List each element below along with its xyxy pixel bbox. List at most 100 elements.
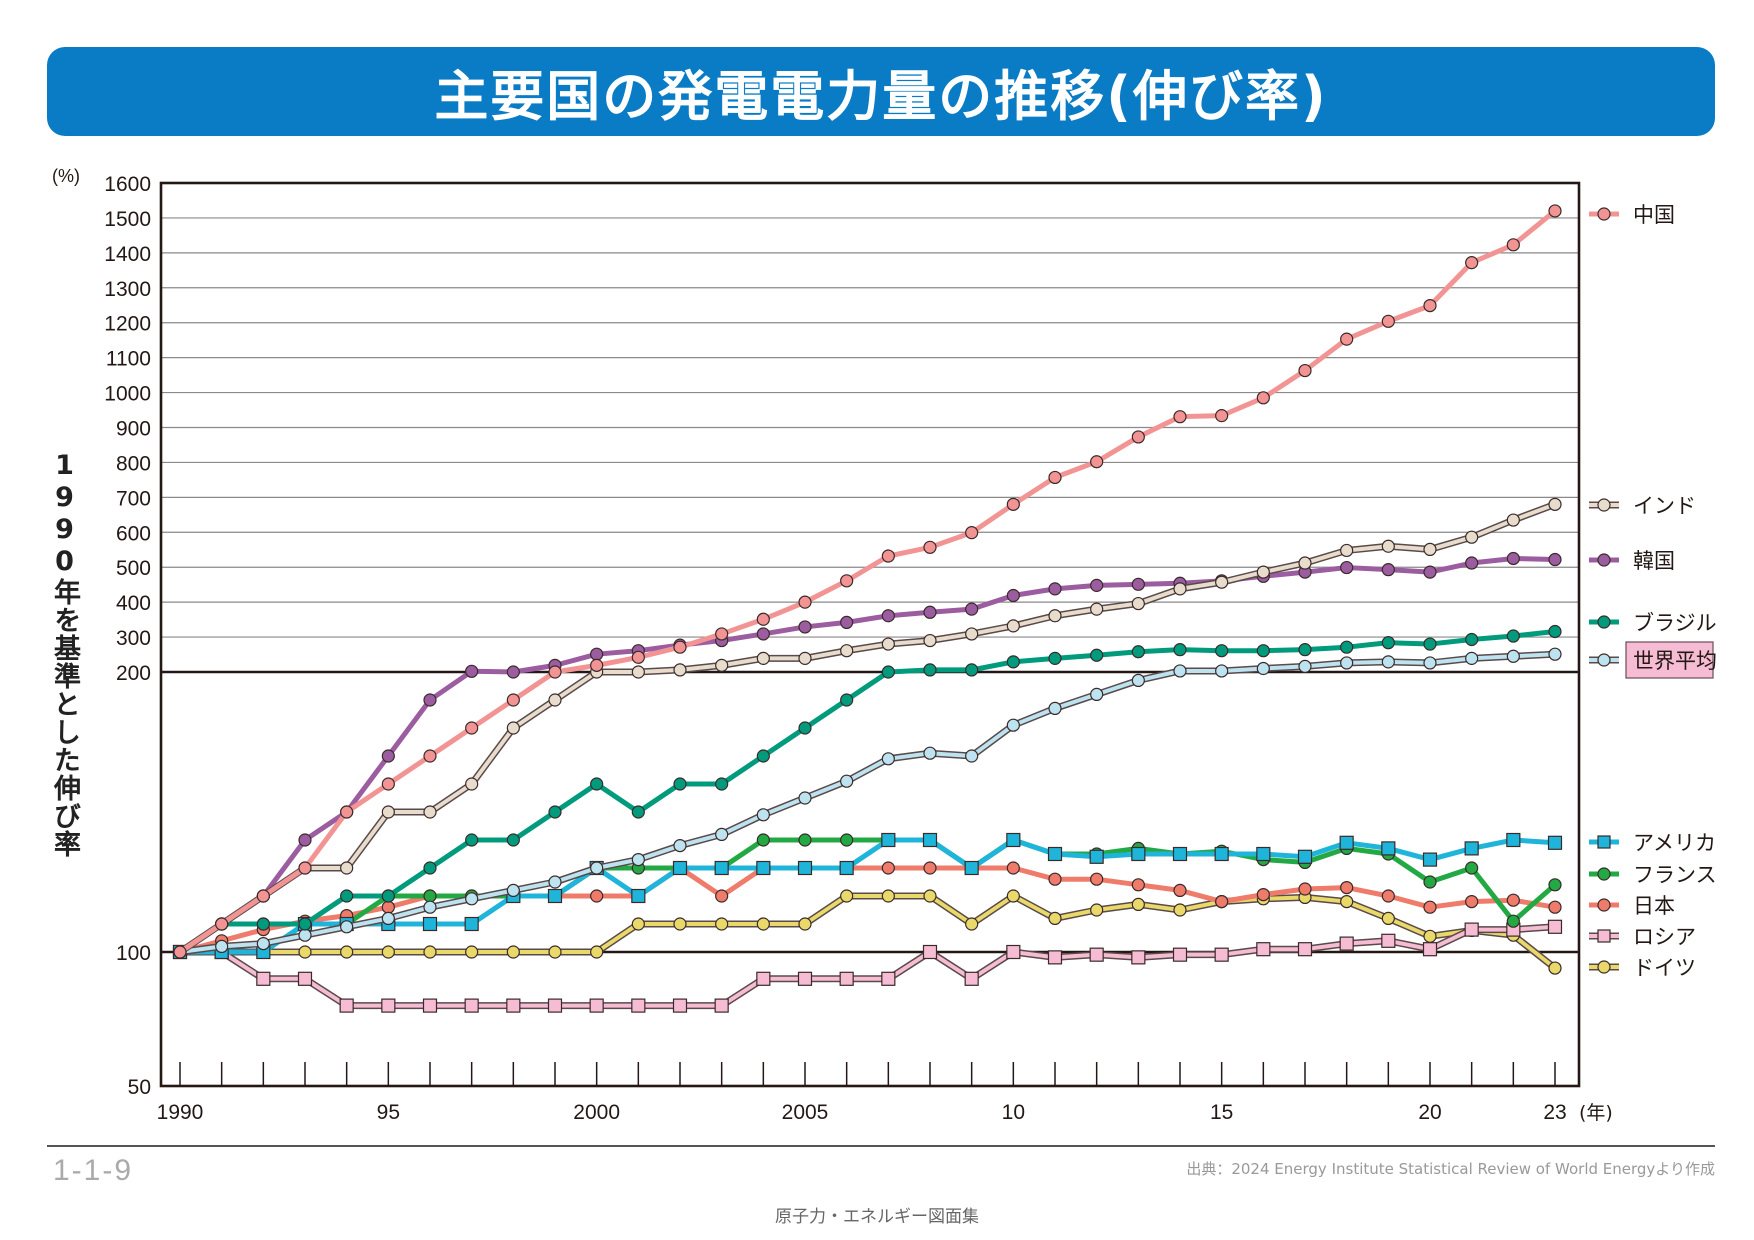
legend-marker — [1597, 653, 1611, 667]
data-point — [1131, 645, 1145, 659]
data-point — [1465, 632, 1479, 647]
data-point — [381, 749, 395, 763]
data-point — [1131, 897, 1145, 912]
data-point — [798, 833, 812, 847]
data-point — [965, 627, 979, 641]
data-point — [1465, 530, 1479, 544]
data-point — [547, 888, 563, 904]
data-point — [256, 971, 271, 986]
data-point — [422, 998, 438, 1013]
data-point — [1090, 687, 1104, 702]
data-point — [1048, 609, 1062, 623]
data-point — [1340, 656, 1354, 670]
data-point — [1173, 643, 1187, 657]
data-point — [756, 749, 770, 763]
data-point — [631, 998, 646, 1013]
data-point — [422, 916, 438, 932]
data-point — [1006, 655, 1020, 669]
data-point — [1464, 841, 1479, 856]
data-point — [1173, 664, 1187, 678]
y-tick-label: 400 — [116, 592, 151, 615]
data-point — [1173, 883, 1187, 898]
data-point — [1173, 903, 1187, 917]
data-point — [715, 627, 729, 641]
data-point — [1422, 942, 1438, 957]
data-point — [673, 838, 687, 853]
data-point — [1006, 588, 1020, 603]
legend-marker — [1597, 207, 1611, 221]
data-point — [1423, 542, 1437, 557]
data-point — [173, 945, 187, 959]
data-point — [423, 805, 437, 819]
data-point — [256, 936, 270, 951]
series-line — [178, 209, 1557, 955]
data-point — [714, 998, 729, 1013]
x-tick-label: 20 — [1418, 1101, 1441, 1124]
data-point — [881, 861, 895, 875]
data-point — [1048, 701, 1062, 716]
data-point — [798, 917, 812, 931]
legend-highlight-box — [1625, 641, 1714, 679]
data-point — [465, 833, 479, 847]
data-point — [423, 749, 437, 763]
data-point — [1465, 894, 1479, 909]
data-point — [840, 693, 854, 707]
data-point — [340, 889, 354, 903]
data-point — [590, 945, 604, 959]
data-point — [1131, 673, 1145, 688]
source-note: 出典：2024 Energy Institute Statistical Rev… — [1186, 1160, 1715, 1178]
data-point — [340, 805, 354, 819]
data-point — [1006, 944, 1021, 960]
y-tick-label: 800 — [116, 452, 151, 475]
data-point — [1090, 602, 1104, 616]
data-point — [923, 633, 937, 648]
y-tick-label: 300 — [116, 627, 151, 650]
data-point — [1381, 636, 1395, 650]
data-point — [465, 945, 479, 959]
data-point — [1090, 455, 1104, 469]
data-point — [548, 693, 562, 707]
y-tick-label: 50 — [128, 1076, 151, 1099]
data-point — [1340, 640, 1354, 654]
data-point — [1090, 872, 1104, 886]
data-point — [1298, 643, 1312, 657]
data-point — [1423, 900, 1437, 914]
data-point — [631, 917, 645, 931]
data-point — [298, 945, 312, 959]
data-point — [923, 861, 937, 875]
data-point — [1048, 582, 1062, 596]
data-point — [1006, 889, 1020, 903]
y-axis-label: 1990年を基準とした伸び率 — [49, 450, 80, 858]
data-point — [1506, 238, 1520, 252]
data-point — [881, 889, 895, 903]
data-point — [1090, 578, 1104, 592]
data-point — [381, 805, 395, 819]
y-tick-label: 700 — [116, 487, 151, 510]
data-point — [1423, 656, 1437, 670]
data-point — [840, 615, 854, 630]
data-point — [1172, 947, 1188, 962]
data-point — [965, 663, 979, 677]
data-point — [297, 971, 313, 986]
data-point — [1423, 929, 1437, 943]
data-point — [1256, 391, 1270, 405]
data-point — [840, 644, 854, 658]
data-point — [1548, 900, 1562, 914]
series-line — [180, 924, 1556, 1008]
figure-number: 1-1-9 — [53, 1154, 134, 1187]
data-point — [423, 861, 437, 875]
data-point — [840, 574, 854, 588]
data-point — [1131, 878, 1145, 892]
data-point — [339, 998, 354, 1013]
data-point — [1423, 298, 1437, 313]
data-point — [506, 721, 520, 735]
data-point — [1173, 582, 1187, 596]
data-point — [340, 920, 354, 934]
data-point — [756, 917, 770, 931]
legend-marker — [1597, 867, 1611, 881]
data-point — [1547, 919, 1563, 934]
data-point — [922, 944, 938, 960]
data-point — [1548, 204, 1562, 218]
legend-marker — [1597, 615, 1611, 629]
